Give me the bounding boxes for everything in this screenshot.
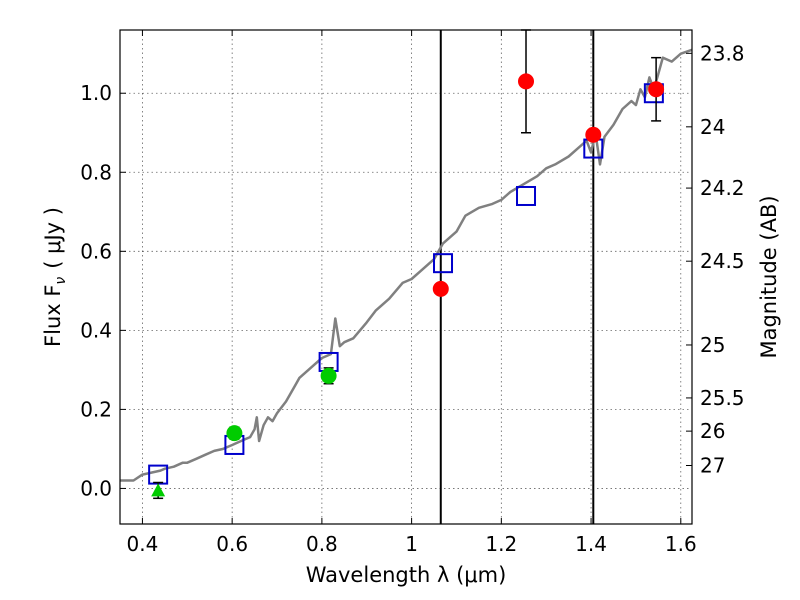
model-square-marker bbox=[516, 185, 537, 206]
y2-tick-label: 25.5 bbox=[700, 386, 745, 410]
x-tick-label: 0.6 bbox=[216, 532, 248, 556]
observed-circle-marker bbox=[226, 425, 243, 442]
x-tick-label: 0.8 bbox=[306, 532, 338, 556]
y-tick-label: 0.8 bbox=[80, 160, 112, 184]
y2-tick-label: 26 bbox=[700, 419, 725, 443]
observed-circle-marker bbox=[320, 367, 337, 384]
observed-circle-marker bbox=[432, 280, 449, 297]
y2-tick-label: 24.5 bbox=[700, 249, 745, 273]
y2-tick-label: 24.2 bbox=[700, 176, 745, 200]
grid-layer bbox=[120, 30, 692, 524]
plot-frame bbox=[119, 29, 693, 525]
vertical-lines bbox=[439, 30, 595, 524]
observed-circle-marker bbox=[518, 73, 535, 90]
markers-layer bbox=[148, 29, 665, 500]
y2-tick-label: 27 bbox=[700, 454, 725, 478]
upper-limit-triangle-marker bbox=[151, 483, 166, 497]
model-square-marker bbox=[433, 253, 454, 274]
y-tick-label: 0.6 bbox=[80, 239, 112, 263]
y2-tick-label: 24 bbox=[700, 115, 725, 139]
x-tick-label: 1.6 bbox=[665, 532, 697, 556]
y2-axis-label: Magnitude (AB) bbox=[757, 195, 781, 358]
spectrum-layer bbox=[120, 48, 693, 482]
observed-circle-marker bbox=[585, 126, 602, 143]
spectrum-line bbox=[120, 48, 693, 482]
y2-tick-label: 25 bbox=[700, 333, 725, 357]
y-tick-label: 0.2 bbox=[80, 397, 112, 421]
x-tick-label: 0.4 bbox=[127, 532, 159, 556]
y-axis-label-unit: ( μJy ) bbox=[41, 207, 65, 269]
y-axis-label-sub: ν bbox=[53, 277, 69, 285]
x-tick-label: 1.4 bbox=[575, 532, 607, 556]
y-tick-label: 1.0 bbox=[80, 81, 112, 105]
x-tick-label: 1 bbox=[405, 532, 418, 556]
y-tick-label: 0.0 bbox=[80, 476, 112, 500]
observed-circle-marker bbox=[648, 81, 665, 98]
y-tick-label: 0.4 bbox=[80, 318, 112, 342]
x-tick-label: 1.2 bbox=[485, 532, 517, 556]
ticks-layer: 0.4 0.6 0.8 1 1.2 1.4 1.6 0.0 0.2 0.4 0.6 0.8 1.0 23.… bbox=[80, 30, 745, 556]
x-axis-label: Wavelength λ (μm) bbox=[306, 563, 507, 587]
y-axis-label-text: Flux F bbox=[41, 285, 65, 347]
y-axis-label: Flux Fν ( μJy ) bbox=[41, 207, 69, 347]
y2-tick-label: 23.8 bbox=[700, 41, 745, 65]
